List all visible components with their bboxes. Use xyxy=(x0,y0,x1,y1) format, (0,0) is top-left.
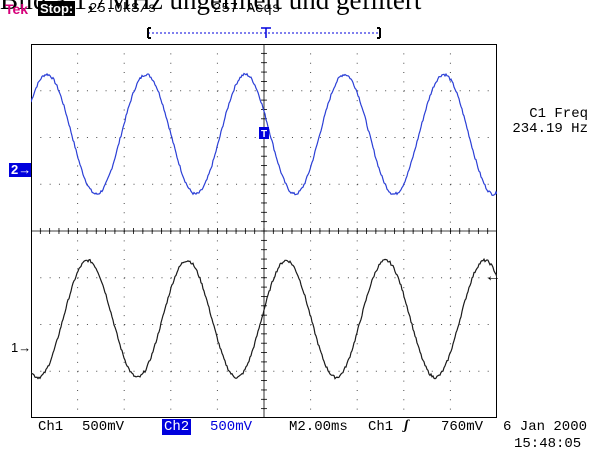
ch2-label: Ch2 xyxy=(162,419,191,435)
ch2-ground-marker: 2→ xyxy=(9,163,33,177)
ch1-label: Ch1 xyxy=(38,419,63,435)
measurement-label: C1 Freq xyxy=(522,106,588,122)
ch1-scale: 500mV xyxy=(82,419,124,435)
acquisition-count: 257 Acqs xyxy=(213,1,280,17)
trigger-flag-label: T xyxy=(261,129,267,140)
trigger-source: Ch1 xyxy=(368,419,393,435)
trigger-slope-icon: ʃ xyxy=(404,418,409,434)
brand-logo: Tek xyxy=(5,1,28,17)
acquisition-state-badge: Stop: xyxy=(38,1,75,16)
ch1-ground-marker: 1→ xyxy=(11,341,31,355)
waveform-display: T xyxy=(31,44,497,418)
trigger-level-readout: 760mV xyxy=(441,419,483,435)
date-readout: 6 Jan 2000 xyxy=(503,419,587,435)
trigger-flag: T xyxy=(259,127,269,140)
record-position-bar xyxy=(140,26,390,40)
timebase-readout: M2.00ms xyxy=(289,419,348,435)
ch2-scale: 500mV xyxy=(210,419,252,435)
sample-rate-readout: 25.0kS/s xyxy=(89,1,156,17)
measurement-value: 234.19 Hz xyxy=(508,121,588,137)
time-readout: 15:48:05 xyxy=(514,436,581,452)
trigger-level-arrow: ← xyxy=(485,269,501,285)
